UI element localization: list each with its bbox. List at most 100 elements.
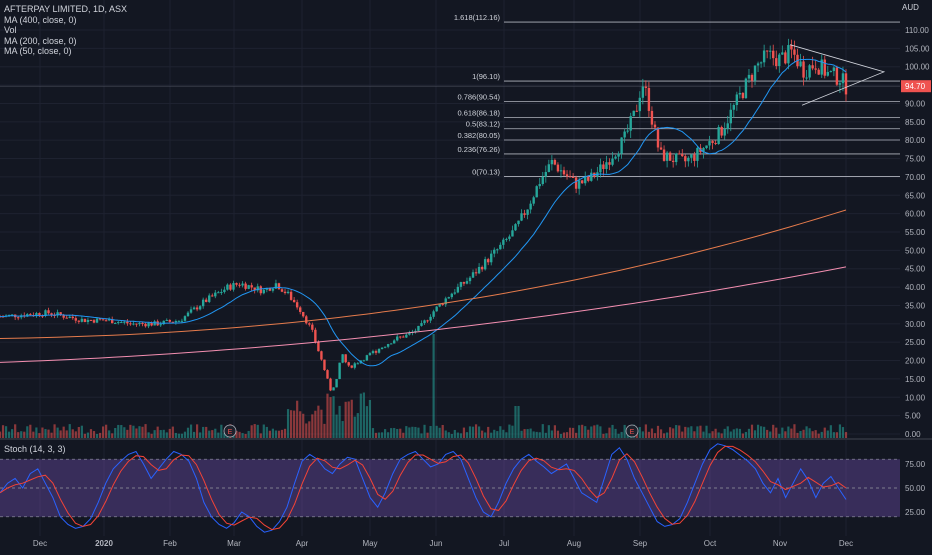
candle-body — [620, 137, 623, 154]
volume-bar — [265, 426, 268, 438]
volume-bar — [474, 424, 478, 438]
candle-body — [550, 159, 554, 165]
volume-bar — [129, 424, 132, 438]
y-tick-label: 0.00 — [905, 430, 921, 439]
candle-body — [317, 341, 320, 352]
candle-body — [135, 323, 138, 325]
volume-bar — [1, 425, 5, 438]
stoch-label[interactable]: Stoch (14, 3, 3) — [4, 444, 66, 454]
volume-bar — [123, 427, 126, 438]
candle-body — [799, 61, 802, 67]
candle-body — [83, 318, 87, 323]
candle-body — [344, 354, 347, 363]
earnings-label: E — [228, 429, 233, 436]
candle-body — [635, 110, 638, 112]
candle-body — [587, 176, 590, 181]
volume-bar — [462, 427, 466, 438]
volume-bar — [235, 430, 238, 438]
candle-body — [214, 292, 217, 297]
candle-body — [580, 180, 584, 184]
volume-bar — [772, 424, 775, 438]
volume-bar — [620, 431, 623, 438]
volume-bar — [799, 430, 802, 438]
volume-bar — [62, 426, 65, 438]
volume-bar — [356, 413, 359, 438]
legend-vol[interactable]: Vol — [4, 25, 17, 35]
candle-body — [171, 321, 175, 323]
y-tick-label: 100.00 — [905, 63, 930, 72]
volume-bar — [256, 424, 259, 438]
volume-bar — [293, 410, 296, 438]
y-tick-label: 85.00 — [905, 118, 926, 127]
candle-body — [329, 378, 332, 391]
volume-bar — [168, 428, 171, 438]
candle-body — [559, 170, 563, 172]
volume-bar — [829, 425, 832, 438]
candle-body — [226, 284, 229, 290]
legend-ma400[interactable]: MA (400, close, 0) — [4, 14, 77, 25]
legend-ma50[interactable]: MA (50, close, 0) — [4, 46, 72, 56]
volume-bar — [74, 431, 77, 438]
current-price-tag — [901, 80, 931, 93]
volume-bar — [29, 424, 32, 438]
candle-body — [265, 288, 269, 290]
candle-body — [211, 295, 214, 297]
y-tick-label: 75.00 — [905, 155, 926, 164]
candle-body — [826, 71, 830, 76]
candle-body — [232, 283, 235, 290]
candle-body — [177, 320, 181, 322]
candle-body — [781, 52, 784, 55]
volume-bar — [205, 426, 208, 438]
candle-body — [217, 292, 220, 294]
candle-body — [123, 321, 126, 323]
volume-bar — [741, 433, 745, 438]
volume-bar — [335, 414, 338, 438]
volume-bar — [326, 393, 329, 438]
candle-body — [286, 291, 290, 294]
candle-body — [496, 249, 499, 251]
candle-body — [271, 288, 275, 291]
legend: AFTERPAY LIMITED, 1D, ASX MA (400, close… — [4, 4, 127, 57]
candle-body — [250, 285, 253, 288]
candle-body — [141, 322, 144, 324]
volume-bar — [726, 426, 729, 438]
volume-bar — [581, 424, 584, 438]
volume-bar — [623, 424, 626, 438]
volume-bar — [593, 425, 596, 438]
candle-body — [347, 362, 350, 366]
volume-bar — [56, 427, 59, 438]
candle-body — [756, 63, 760, 66]
volume-bar — [468, 426, 472, 438]
volume-bar — [259, 433, 262, 438]
volume-bar — [711, 431, 714, 438]
volume-bar — [720, 433, 723, 438]
candle-body — [650, 110, 654, 125]
volume-bar — [705, 425, 708, 438]
volume-bar — [59, 430, 62, 438]
fib-level-label: 0.618(86.18) — [457, 108, 500, 117]
volume-bar — [717, 432, 720, 438]
volume-bar — [817, 433, 820, 438]
y-tick-label: 55.00 — [905, 228, 926, 237]
legend-title: AFTERPAY LIMITED, 1D, ASX — [4, 4, 128, 14]
volume-bar — [408, 427, 411, 438]
candle-body — [308, 323, 311, 325]
volume-bar — [359, 393, 362, 438]
candle-body — [775, 58, 778, 67]
candle-body — [423, 320, 426, 324]
volume-bar — [414, 426, 417, 438]
volume-bar — [120, 425, 123, 438]
y-tick-label: 45.00 — [905, 265, 926, 274]
volume-bar — [793, 424, 796, 438]
legend-ma200[interactable]: MA (200, close, 0) — [4, 35, 77, 46]
candle-body — [823, 59, 826, 76]
candle-body — [10, 314, 14, 316]
y-tick-label: 40.00 — [905, 283, 926, 292]
volume-bar — [393, 427, 396, 438]
candle-body — [759, 62, 763, 64]
volume-bar — [432, 334, 435, 438]
candle-body — [638, 97, 642, 112]
